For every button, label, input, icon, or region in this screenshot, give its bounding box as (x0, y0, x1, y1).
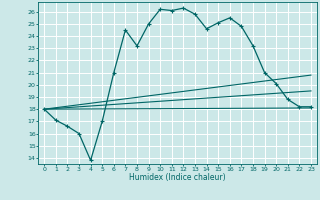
X-axis label: Humidex (Indice chaleur): Humidex (Indice chaleur) (129, 173, 226, 182)
